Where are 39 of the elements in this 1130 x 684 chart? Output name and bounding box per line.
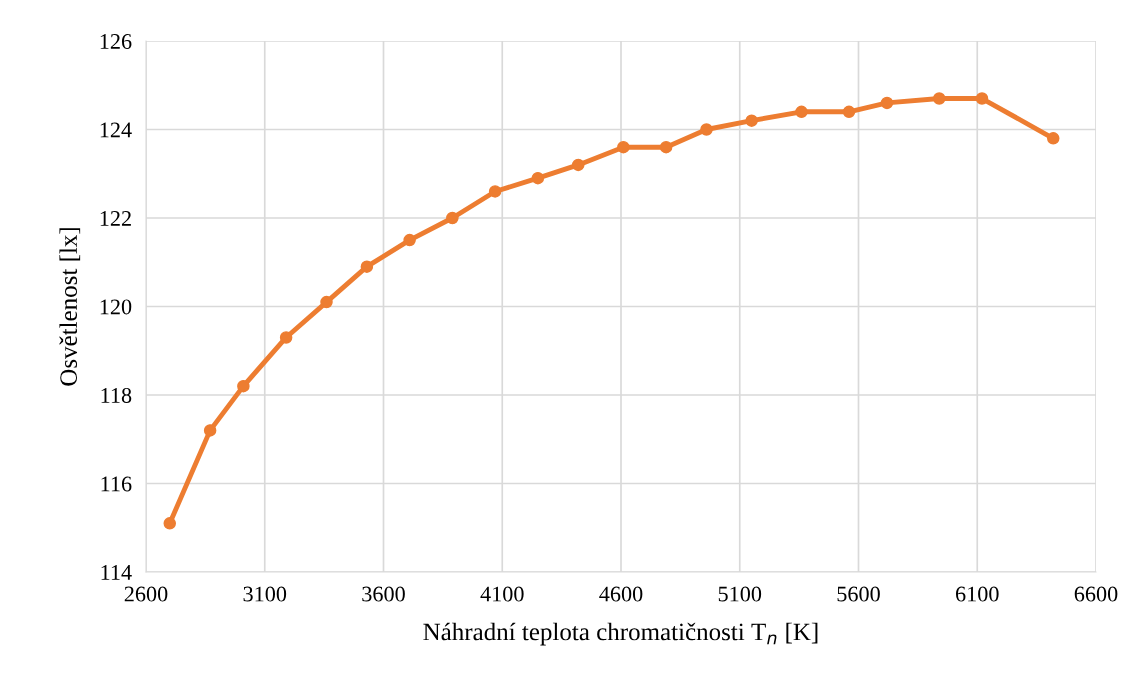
point <box>203 424 217 437</box>
point <box>745 114 758 127</box>
x-tick-label: 5600 <box>837 586 880 602</box>
point <box>880 96 894 110</box>
point <box>975 92 989 105</box>
point <box>659 140 673 154</box>
y-tick-label: 116 <box>101 476 132 492</box>
point <box>446 211 459 225</box>
x-tick-label: 6600 <box>1074 586 1118 602</box>
point <box>403 233 416 247</box>
x-tick-label: 5100 <box>718 586 762 602</box>
y-tick-label: 126 <box>100 33 132 49</box>
y-tick-label: 120 <box>100 299 132 315</box>
x-tick-label: 3100 <box>243 586 287 602</box>
point <box>320 295 333 309</box>
y-axis-title: Osvětlenost [lx] <box>59 228 81 386</box>
point <box>279 331 293 344</box>
y-tick-label: 118 <box>101 387 132 403</box>
point <box>932 92 946 105</box>
y-tick-label: 122 <box>100 210 131 226</box>
point <box>571 158 585 172</box>
y-tick-label: 114 <box>101 565 132 580</box>
x-tick-label: 2600 <box>124 586 168 602</box>
point <box>488 185 502 198</box>
point <box>360 260 374 273</box>
x-tick-label: 6100 <box>955 586 999 602</box>
x-axis-title: Náhradní teplota chromatičnosti T$_{n}$ [K] <box>423 622 818 646</box>
point <box>237 379 250 393</box>
point <box>163 517 177 530</box>
point <box>842 105 856 119</box>
point <box>531 171 545 185</box>
x-tick-label: 3600 <box>362 586 405 602</box>
point <box>700 123 713 136</box>
point <box>795 105 808 119</box>
point <box>617 140 630 154</box>
x-tick-label: 4600 <box>599 586 643 602</box>
x-tick-label: 4100 <box>480 586 524 602</box>
y-tick-label: 124 <box>100 122 132 138</box>
point <box>1046 132 1060 145</box>
